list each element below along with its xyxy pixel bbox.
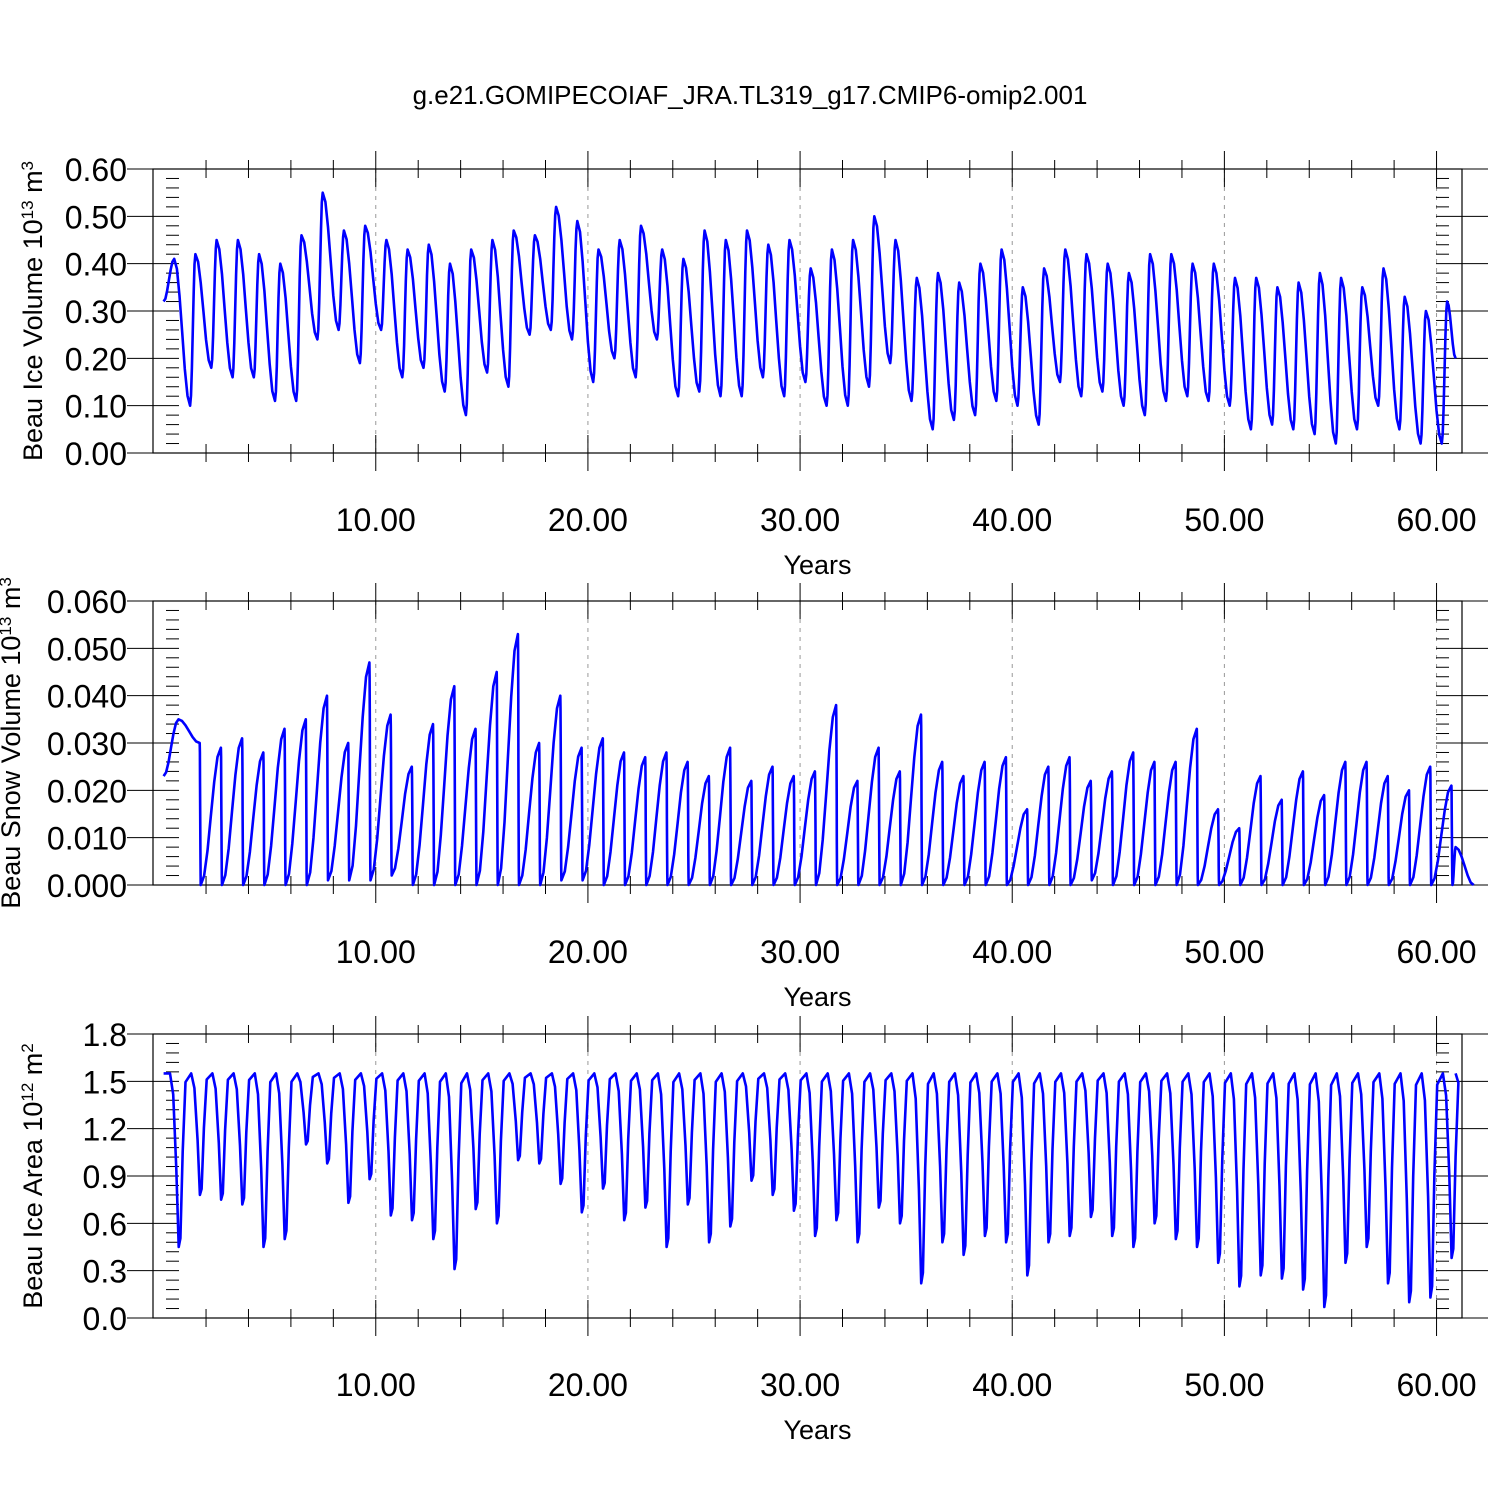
y-tick-label: 0.40 — [65, 247, 127, 283]
panel-3: 0.0 0.3 0.6 0.9 1.2 1.5 1.8 10.00 20.00 30.00 40.0… — [18, 1016, 1488, 1445]
x-tick-label: 50.00 — [1184, 934, 1264, 970]
y-tick-label: 0.010 — [47, 821, 127, 857]
y-axis-label: Beau Ice Area 1012 m2 — [18, 1043, 49, 1309]
y-label-exponent: 13 — [0, 617, 15, 636]
x-tick-label: 30.00 — [760, 502, 840, 538]
panel-2: 0.000 0.010 0.020 0.030 0.040 0.050 0.060 10.00… — [0, 577, 1488, 1012]
series-line — [162, 632, 1475, 887]
y-tick-label: 0.30 — [65, 294, 127, 330]
y-tick-label: 0.00 — [65, 436, 127, 472]
x-tick-label: 20.00 — [548, 934, 628, 970]
x-axis-label: Years — [783, 982, 851, 1012]
x-tick-label: 10.00 — [336, 502, 416, 538]
figure-title: g.e21.GOMIPECOIAF_JRA.TL319_g17.CMIP6-om… — [412, 80, 1088, 110]
y-label-unit: m — [0, 587, 26, 617]
y-axis-label: Beau Snow Volume 1013 m3 — [0, 577, 26, 909]
y-label-unit: m — [18, 1053, 48, 1083]
y-tick-label: 0.10 — [65, 389, 127, 425]
y-label-exponent: 13 — [18, 200, 37, 219]
x-tick-label: 60.00 — [1397, 502, 1477, 538]
x-tick-label: 40.00 — [972, 1367, 1052, 1403]
x-tick-label: 10.00 — [336, 1367, 416, 1403]
series-line — [163, 1072, 1460, 1309]
x-tick-label: 50.00 — [1184, 502, 1264, 538]
x-tick-label: 20.00 — [548, 502, 628, 538]
panel-1: 0.00 0.10 0.20 0.30 0.40 0.50 0.60 10.00 20.00 30… — [18, 151, 1488, 580]
y-tick-label: 0.0 — [83, 1301, 127, 1337]
y-axis-label: Beau Ice Volume 1013 m3 — [18, 161, 49, 461]
y-tick-label: 0.030 — [47, 726, 127, 762]
y-tick-label: 0.3 — [83, 1254, 127, 1290]
y-tick-label: 1.8 — [83, 1017, 127, 1053]
x-tick-label: 40.00 — [972, 934, 1052, 970]
x-axis-label: Years — [783, 1415, 851, 1445]
y-tick-label: 1.2 — [83, 1112, 127, 1148]
y-label-exponent: 12 — [18, 1083, 37, 1102]
x-tick-label: 50.00 — [1184, 1367, 1264, 1403]
y-tick-label: 0.6 — [83, 1206, 127, 1242]
y-label-text: Beau Snow Volume 10 — [0, 636, 26, 909]
y-label-unit: m — [18, 170, 48, 200]
x-tick-label: 30.00 — [760, 934, 840, 970]
x-tick-label: 30.00 — [760, 1367, 840, 1403]
x-tick-label: 60.00 — [1397, 934, 1477, 970]
y-tick-label: 0.000 — [47, 868, 127, 904]
y-tick-label: 0.060 — [47, 584, 127, 620]
y-label-text: Beau Ice Area 10 — [18, 1102, 48, 1309]
y-label-text: Beau Ice Volume 10 — [18, 219, 48, 461]
y-tick-label: 0.020 — [47, 773, 127, 809]
y-label-unit-exponent: 3 — [18, 161, 37, 170]
x-tick-label: 20.00 — [548, 1367, 628, 1403]
y-tick-label: 0.050 — [47, 631, 127, 667]
y-tick-label: 0.60 — [65, 152, 127, 188]
y-label-unit-exponent: 3 — [0, 577, 15, 586]
y-tick-label: 0.9 — [83, 1159, 127, 1195]
x-axis-label: Years — [783, 550, 851, 580]
y-tick-label: 1.5 — [83, 1064, 127, 1100]
x-tick-label: 60.00 — [1397, 1367, 1477, 1403]
y-tick-label: 0.50 — [65, 199, 127, 235]
y-tick-label: 0.20 — [65, 341, 127, 377]
y-tick-label: 0.040 — [47, 679, 127, 715]
x-tick-label: 10.00 — [336, 934, 416, 970]
y-label-unit-exponent: 2 — [18, 1043, 37, 1052]
series-line — [162, 191, 1457, 445]
x-tick-label: 40.00 — [972, 502, 1052, 538]
